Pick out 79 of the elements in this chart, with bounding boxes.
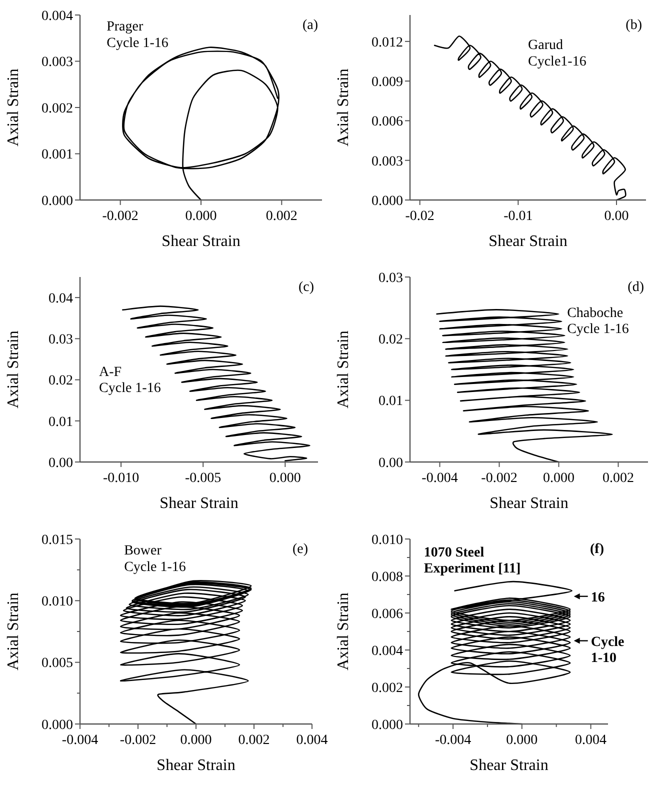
x-tick-label: 0.004 [575, 733, 607, 748]
y-tick-label: 0.006 [372, 606, 403, 622]
x-tick-label: 0.00 [604, 209, 629, 224]
x-tick-label: 0.000 [506, 733, 538, 748]
x-tick-label: -0.004 [422, 471, 458, 486]
x-tick-label: 0.002 [266, 209, 298, 224]
x-tick-label: 0.000 [180, 733, 212, 748]
annotation: Prager Cycle 1-16 [106, 20, 168, 51]
x-tick-label: -0.02 [405, 209, 434, 224]
y-tick-label: 0.00 [378, 456, 403, 471]
annotation: Bower Cycle 1-16 [124, 544, 186, 575]
y-tick-label: 0.012 [372, 35, 403, 50]
y-tick-label: 0.009 [372, 74, 403, 90]
y-tick-label: 0.003 [42, 55, 73, 70]
x-axis-title: Shear Strain [488, 233, 568, 250]
y-tick-label: 0.003 [372, 154, 403, 170]
y-axis-title: Axial Strain [5, 68, 22, 146]
y-tick-label: 0.002 [372, 680, 403, 696]
x-tick-label: 0.000 [185, 209, 217, 224]
y-tick-label: 0.005 [42, 656, 73, 672]
line-series [418, 580, 572, 725]
y-tick-label: 0.000 [372, 718, 403, 733]
annotation: (d) [628, 280, 644, 295]
y-tick-label: 0.000 [42, 718, 73, 733]
x-tick-label: -0.005 [185, 471, 222, 486]
x-tick-label: 0.000 [269, 471, 301, 486]
x-tick-label: 0.002 [238, 733, 270, 748]
x-tick-label: 0.000 [543, 471, 574, 486]
x-axis-title: Shear Strain [162, 233, 240, 250]
annotation: (c) [298, 280, 314, 295]
y-axis-title: Axial Strain [335, 68, 352, 146]
annotation: Cycle 1-10 [590, 634, 624, 666]
y-tick-label: 0.01 [378, 394, 403, 410]
y-tick-label: 0.015 [42, 532, 73, 548]
y-tick-label: 0.004 [42, 8, 73, 24]
x-tick-label: -0.002 [102, 209, 138, 224]
x-axis-title: Shear Strain [156, 757, 236, 774]
annotation: (a) [302, 18, 318, 33]
y-tick-label: 0.04 [48, 291, 73, 306]
y-tick-label: 0.000 [42, 194, 73, 209]
annotation: A-F Cycle 1-16 [99, 364, 161, 396]
y-tick-label: 0.004 [372, 644, 403, 659]
x-tick-label: -0.004 [62, 733, 98, 748]
y-tick-label: 0.010 [372, 532, 403, 548]
y-tick-label: 0.006 [372, 114, 403, 130]
y-axis-title: Axial Strain [5, 330, 22, 408]
x-tick-label: -0.004 [434, 733, 472, 748]
y-tick-label: 0.00 [48, 456, 73, 471]
annotation: 1070 Steel Experiment [11] [424, 546, 521, 577]
x-axis-title: Shear Strain [470, 757, 548, 774]
y-axis-title: Axial Strain [5, 592, 22, 670]
y-tick-label: 0.02 [378, 332, 403, 348]
line-series [120, 580, 252, 725]
annotation: Garud Cycle1-16 [528, 38, 586, 70]
y-axis-title: Axial Strain [335, 330, 352, 408]
y-tick-label: 0.03 [378, 270, 403, 286]
x-axis-title: Shear Strain [490, 495, 568, 512]
y-tick-label: 0.001 [42, 148, 73, 163]
x-tick-label: 0.004 [296, 733, 328, 748]
y-tick-label: 0.01 [48, 414, 73, 430]
y-tick-label: 0.002 [42, 101, 73, 116]
y-tick-label: 0.02 [48, 374, 73, 389]
x-tick-label: -0.01 [504, 209, 533, 224]
annotation: (b) [626, 18, 642, 33]
y-tick-label: 0.000 [372, 194, 403, 209]
annotation: (e) [292, 542, 308, 557]
x-tick-label: -0.010 [102, 471, 140, 486]
x-tick-label: -0.002 [120, 733, 156, 748]
y-tick-label: 0.008 [372, 570, 403, 585]
annotation: (f) [590, 542, 604, 557]
line-series [434, 35, 626, 201]
x-axis-title: Shear Strain [160, 495, 238, 512]
annotation: Chaboche Cycle 1-16 [567, 306, 629, 337]
x-tick-label: 0.002 [602, 471, 634, 486]
x-tick-label: -0.002 [481, 471, 518, 486]
y-tick-label: 0.03 [48, 332, 73, 348]
y-axis-title: Axial Strain [335, 592, 352, 670]
annotation: 16 [590, 590, 605, 606]
y-tick-label: 0.010 [42, 594, 73, 610]
